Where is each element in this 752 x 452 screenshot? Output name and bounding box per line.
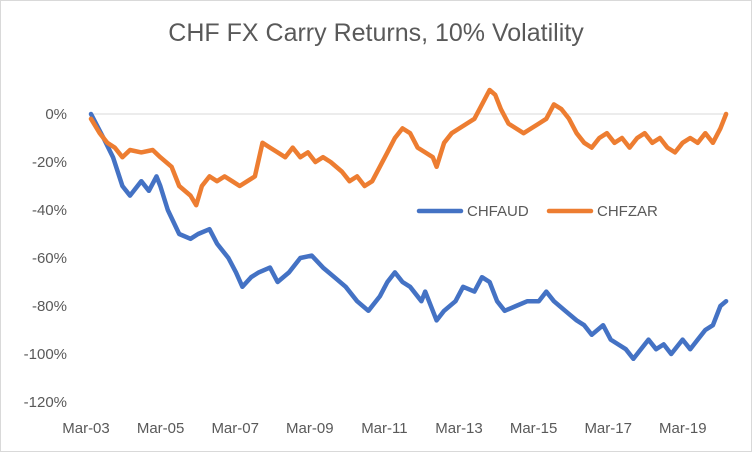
x-tick-label: Mar-11 (361, 420, 407, 437)
y-tick-label: -100% (24, 346, 67, 363)
y-tick-label: -60% (32, 250, 67, 267)
legend: CHFAUD CHFZAR (416, 203, 658, 220)
x-tick-label: Mar-05 (137, 420, 185, 437)
y-tick-label: -40% (32, 202, 67, 219)
x-tick-label: Mar-19 (659, 420, 707, 437)
y-tick-label: 0% (45, 106, 67, 123)
x-axis-ticks: Mar-03 Mar-05 Mar-07 Mar-09 Mar-11 Mar-13 Mar-… (62, 420, 706, 437)
x-tick-label: Mar-13 (435, 420, 483, 437)
y-tick-label: -20% (32, 154, 67, 171)
series-line-chfzar (88, 87, 729, 208)
legend-label-chfaud: CHFAUD (467, 203, 529, 220)
y-axis-ticks: 0% -20% -40% -60% -80% -100% -120% (24, 106, 67, 411)
x-tick-label: Mar-09 (286, 420, 334, 437)
legend-label-chfzar: CHFZAR (597, 203, 658, 220)
y-tick-label: -80% (32, 298, 67, 315)
x-tick-label: Mar-15 (510, 420, 558, 437)
x-tick-label: Mar-07 (211, 420, 259, 437)
x-tick-label: Mar-17 (584, 420, 632, 437)
x-tick-label: Mar-03 (62, 420, 110, 437)
chart-title: CHF FX Carry Returns, 10% Volatility (168, 19, 584, 47)
series-lines (88, 87, 729, 362)
y-tick-label: -120% (24, 394, 67, 411)
series-line-chfaud (88, 111, 729, 362)
